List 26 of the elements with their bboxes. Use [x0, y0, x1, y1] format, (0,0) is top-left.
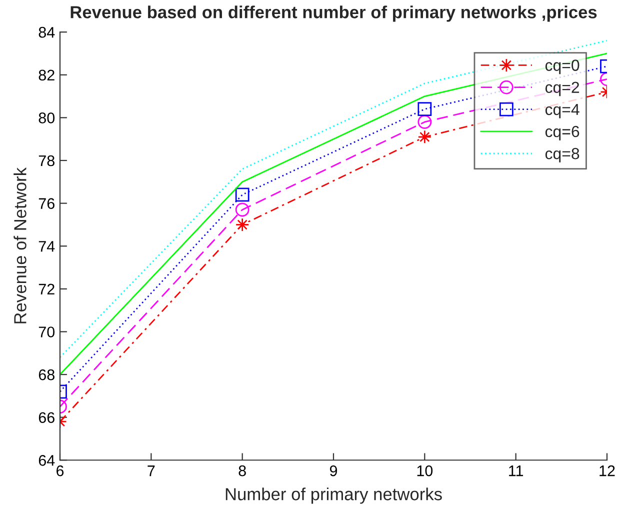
- legend-label: cq=2: [545, 82, 580, 96]
- legend-label: cq=8: [545, 148, 580, 162]
- x-tick-label: 9: [330, 465, 338, 476]
- x-tick-label: 8: [238, 465, 246, 476]
- y-tick-label: 84: [38, 26, 55, 38]
- x-tick-label: 12: [600, 465, 615, 476]
- x-axis-title: Number of primary networks: [226, 488, 442, 504]
- y-tick-label: 78: [38, 155, 54, 166]
- x-tick-label: 7: [148, 466, 155, 476]
- x-tick-label: 10: [417, 465, 433, 476]
- y-tick-label: 76: [38, 198, 54, 209]
- y-tick-label: 74: [38, 241, 55, 252]
- y-tick-label: 64: [38, 455, 55, 466]
- y-tick-label: 66: [38, 412, 54, 424]
- x-tick-label: 6: [56, 465, 64, 476]
- legend-label: cq=4: [545, 104, 580, 118]
- legend-label: cq=6: [545, 126, 580, 140]
- y-axis-title: Revenue of Network: [14, 167, 26, 324]
- y-tick-label: 68: [38, 369, 54, 380]
- y-tick-label: 72: [38, 284, 54, 294]
- x-tick-label: 11: [509, 466, 524, 476]
- y-tick-label: 82: [38, 70, 54, 81]
- y-tick-label: 70: [38, 326, 55, 338]
- legend-label: cq=0: [545, 60, 580, 74]
- y-tick-label: 80: [38, 112, 55, 124]
- chart-title: Revenue based on different number of primary networks ,prices: [70, 6, 597, 22]
